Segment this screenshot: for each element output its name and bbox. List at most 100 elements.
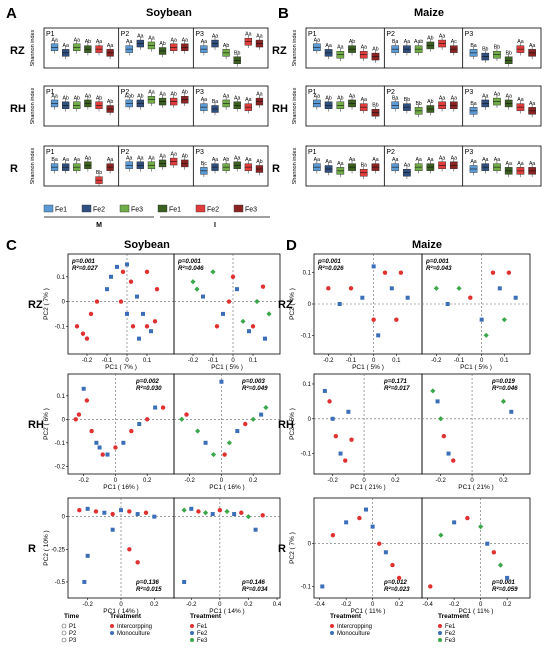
pca-point [93,509,99,514]
x-tick-label: -0.2 [186,602,197,608]
pca-point [74,324,80,329]
pca-point [94,299,100,304]
x-axis-label: PC1 ( 14% ) [103,608,138,615]
x-tick-label: 0.1 [500,358,509,364]
pca-point [182,579,187,584]
significance-letter: Ab [96,95,102,101]
stat-r2: R²=0.059 [492,586,518,593]
significance-letter: Aa [137,34,143,40]
pca-point [371,264,376,269]
legend-fe-label: Fe3 [197,638,208,644]
significance-letter: Aa [439,155,445,161]
significance-letter: Aa [314,37,320,43]
pca-point [348,286,354,291]
significance-letter: Ab [107,99,113,105]
stat-r2: R²=0.017 [384,385,410,392]
significance-letter: Ba [470,43,476,49]
period-label: P2 [386,89,395,96]
significance-letter: Aa [212,34,218,40]
pca-frame [173,253,281,355]
legend-fe-marker [190,638,194,642]
pca-point [77,507,82,513]
x-tick-label: 0.2 [150,602,159,608]
legend-d-fe-marker [438,631,442,635]
x-tick-label: -0.1 [346,358,357,364]
pca-point [430,388,436,394]
stat-p: p=0.001 [491,579,515,586]
legend-treatment-marker [110,624,114,628]
significance-letter: Ab [349,39,355,45]
row-label: R [28,543,36,555]
legend-title-d-fe: Treatment [438,613,470,620]
pca-point [94,440,99,445]
pca-point [119,508,123,513]
significance-letter: Aa [107,157,113,163]
pca-point [219,379,224,384]
significance-letter: Ba [470,101,476,107]
panel-letter-d: D [286,237,297,254]
stat-r2: R²=0.030 [136,385,162,392]
pca-point [266,311,272,317]
pca-point [250,416,256,422]
significance-letter: Aa [529,161,535,167]
period-label: P1 [46,89,55,96]
legend-label: Fe2 [207,207,219,214]
stat-p: p=0.171 [383,378,407,385]
legend-fe-label: Fe1 [197,624,208,630]
x-axis-label: PC1 ( 11% ) [351,608,386,615]
y-axis-label: Shannon index [30,147,36,184]
significance-letter: Aa [404,39,410,45]
significance-letter: Ab [223,157,229,163]
panel-letter-c: C [6,237,17,254]
significance-letter: Ba [212,99,218,105]
significance-letter: Aa [517,161,523,167]
pca-point [383,550,388,555]
legend-d-treatment-marker [330,624,334,628]
stat-r2: R²=0.043 [426,265,452,272]
pca-point [232,512,237,517]
x-tick-label: 0.2 [499,478,508,484]
stat-r2: R²=0.015 [136,586,162,593]
significance-letter: Aa [223,93,229,99]
legend-d-fe-marker [438,638,442,642]
x-tick-label: -0.2 [82,602,93,608]
pca-frame [173,373,281,475]
pca-point [120,269,126,275]
significance-letter: Aa [337,45,343,51]
stat-r2: R²=0.049 [242,385,268,392]
significance-letter: Aa [74,37,80,43]
pca-point [127,509,132,514]
significance-letter: Aa [517,97,523,103]
stat-r2: R²=0.046 [492,385,518,392]
pca-point [84,398,90,403]
significance-letter: Aa [439,95,445,101]
pca-point [214,324,220,329]
x-tick-label: 0 [372,358,376,364]
stat-p: p=0.146 [241,579,265,586]
significance-letter: Bc [201,161,207,167]
x-tick-label: -0.1 [454,358,465,364]
pca-point [181,507,187,513]
y-tick-label: -0.1 [55,441,66,447]
significance-letter: Aa [182,37,188,43]
pca-point [376,333,381,338]
pca-point [210,512,215,517]
x-tick-label: -0.4 [314,602,325,608]
pca-point [203,440,208,445]
significance-letter: Aa [126,155,132,161]
significance-letter: Ab [62,95,68,101]
significance-letter: Ab [427,35,433,41]
pca-point [135,560,140,565]
x-tick-label: 0.2 [244,602,253,608]
legend-d-treatment-marker [330,631,334,635]
x-tick-label: 0 [371,602,375,608]
pca-point [360,295,365,300]
pca-point [513,295,518,300]
significance-letter: Aa [159,92,165,98]
legend-d-fe-marker [438,624,442,628]
x-tick-label: -0.2 [449,602,460,608]
panel-letter-a: A [6,5,17,22]
y-tick-label: 0 [62,515,66,521]
pca-point [445,302,450,306]
significance-letter: Aa [234,95,240,101]
